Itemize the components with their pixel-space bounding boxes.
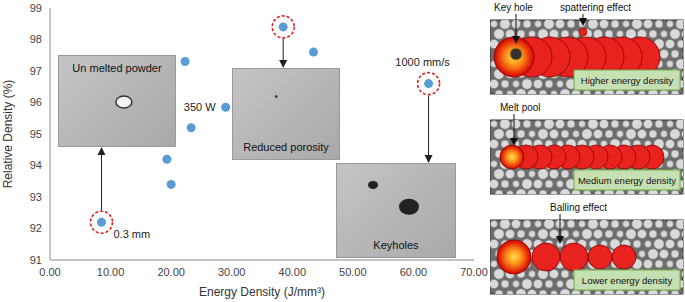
svg-text:70.00: 70.00 (460, 266, 488, 278)
svg-text:98: 98 (30, 33, 42, 45)
svg-text:40.00: 40.00 (279, 266, 307, 278)
html-text:Un melted powder: Un melted powder (72, 62, 162, 74)
svg-text:93: 93 (30, 191, 42, 203)
svg-text:92: 92 (30, 222, 42, 234)
svg-text:97: 97 (30, 65, 42, 77)
svg-text:30.00: 30.00 (218, 266, 246, 278)
svg-text:0.3 mm: 0.3 mm (113, 228, 150, 240)
svg-text:spattering effect: spattering effect (560, 2, 631, 13)
svg-text:Relative Density (%): Relative Density (%) (1, 80, 15, 189)
svg-text:91: 91 (30, 254, 42, 266)
svg-text:50.00: 50.00 (339, 266, 367, 278)
svg-text:95: 95 (30, 128, 42, 140)
html-text:Reduced porosity: Reduced porosity (243, 141, 329, 153)
svg-text:60.00: 60.00 (400, 266, 428, 278)
svg-text:350 W: 350 W (184, 101, 216, 113)
svg-text:Higher energy density: Higher energy density (581, 75, 674, 86)
svg-text:Melt pool: Melt pool (500, 102, 541, 113)
svg-text:Key hole: Key hole (494, 2, 533, 13)
html-text:Keyholes: Keyholes (373, 239, 419, 251)
svg-text:1000 mm/s: 1000 mm/s (395, 56, 450, 68)
svg-text:96: 96 (30, 96, 42, 108)
svg-text:0.00: 0.00 (39, 266, 60, 278)
svg-text:Lower energy density: Lower energy density (582, 275, 673, 286)
svg-text:Balling effect: Balling effect (550, 202, 607, 213)
svg-text:99: 99 (30, 2, 42, 14)
svg-text:94: 94 (30, 159, 42, 171)
svg-text:10.00: 10.00 (97, 266, 125, 278)
svg-text:Energy Density (J/mm³): Energy Density (J/mm³) (199, 285, 325, 299)
svg-text:Medium energy density: Medium energy density (578, 175, 676, 186)
svg-text:20.00: 20.00 (157, 266, 185, 278)
